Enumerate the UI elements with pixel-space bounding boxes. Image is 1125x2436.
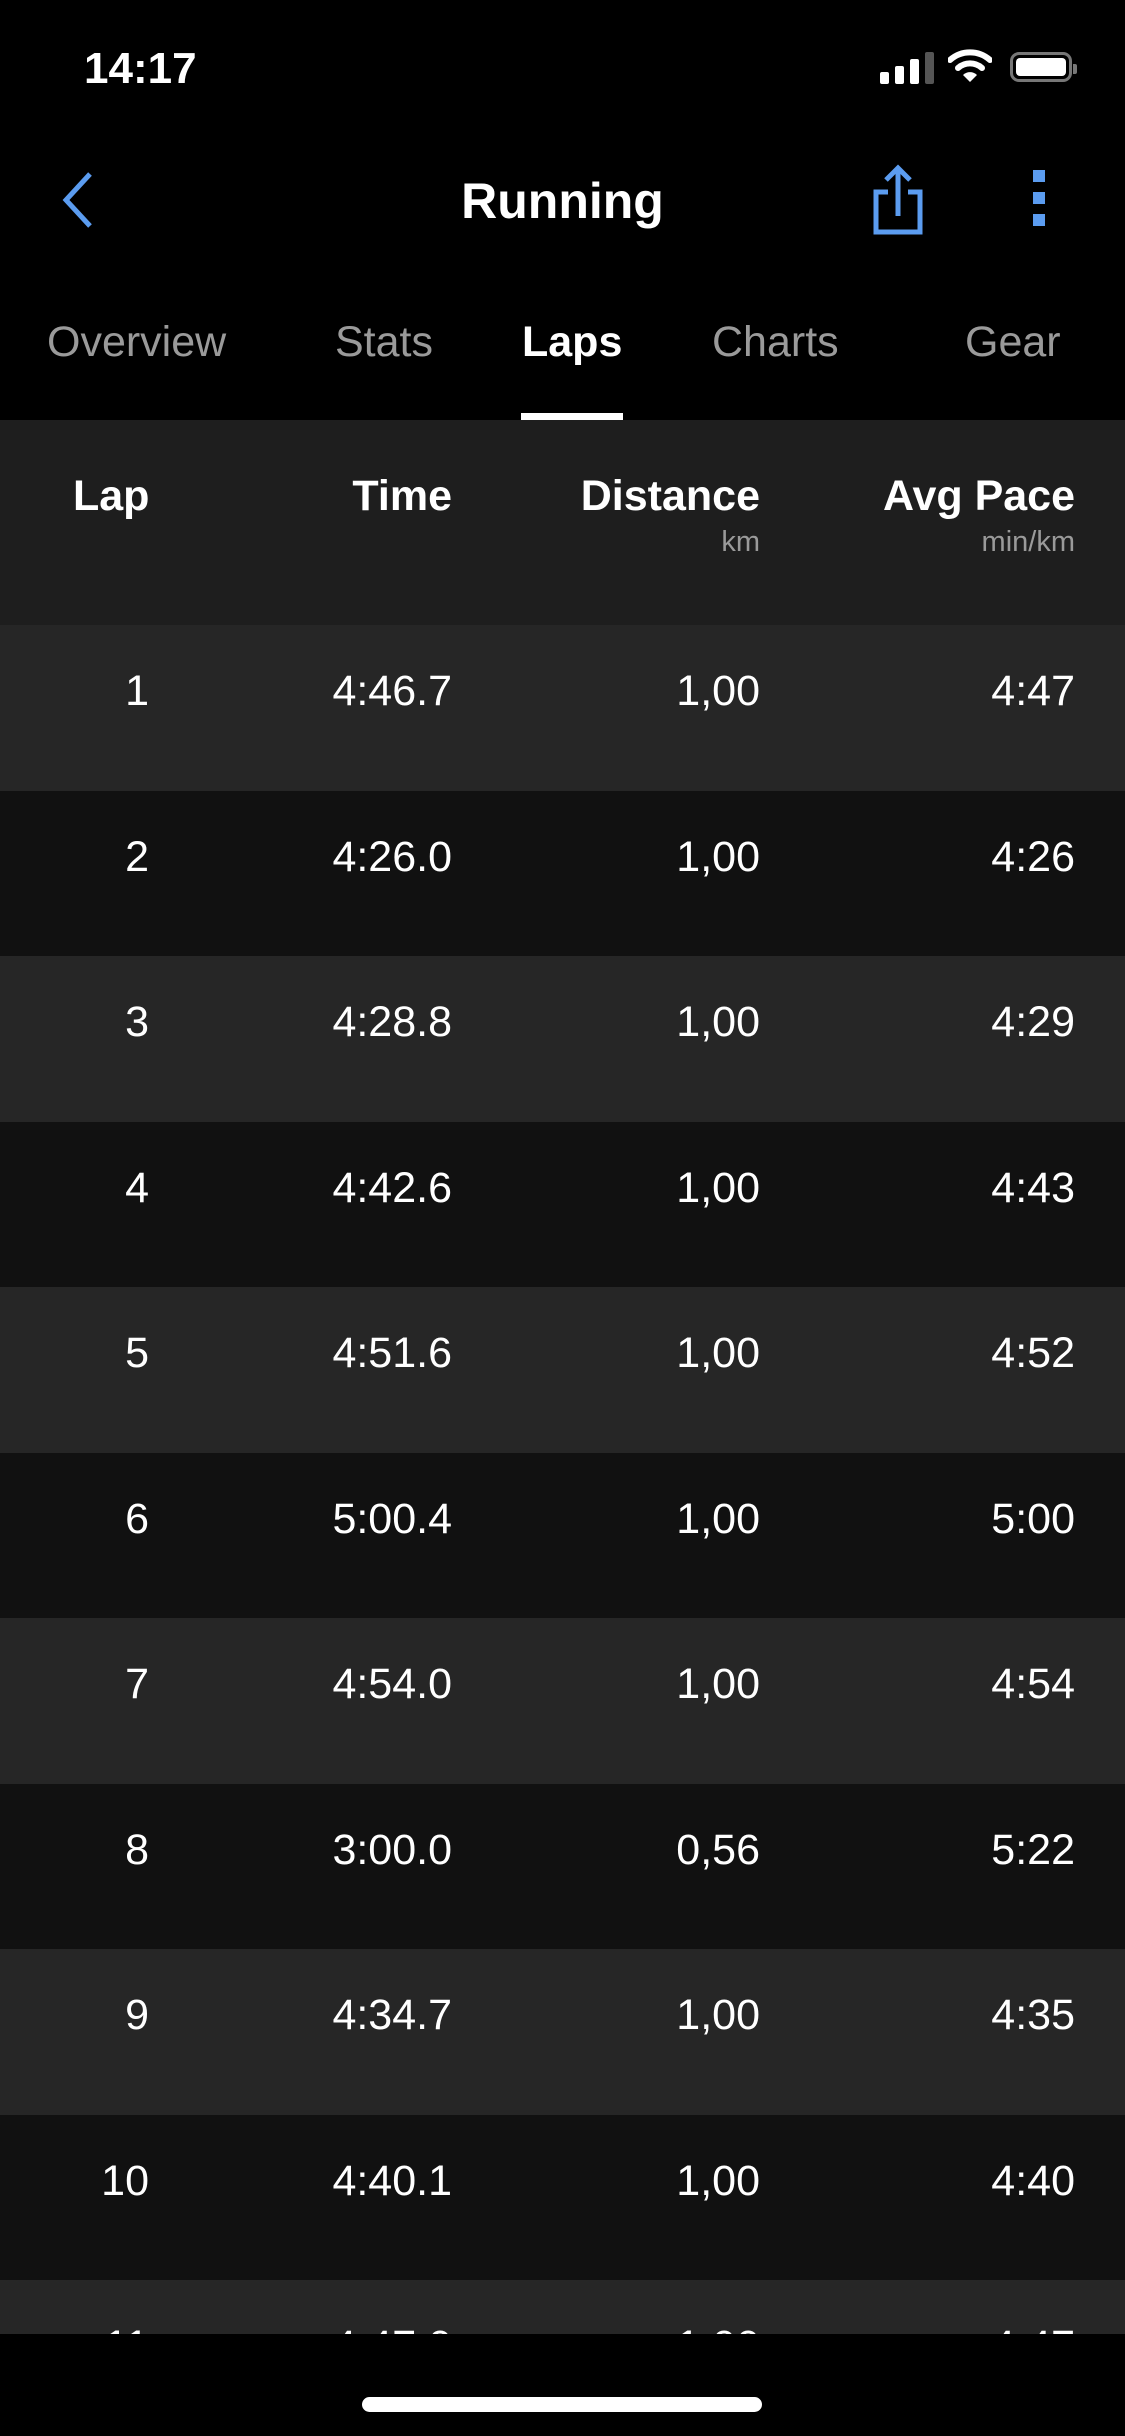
header-avg-pace: Avg Pace [882,472,1075,520]
lap-distance: 1,00 [676,832,760,881]
table-row[interactable]: 3 4:28.8 1,00 4:29 [0,956,1125,1122]
lap-time: 4:47.0 [332,2322,452,2334]
laps-table[interactable]: 1 4:46.7 1,00 4:47 2 4:26.0 1,00 4:26 3 4:28.8 1,0… [0,625,1125,2334]
wifi-icon [948,49,992,82]
table-row[interactable]: 7 4:54.0 1,00 4:54 [0,1618,1125,1784]
table-row[interactable]: 2 4:26.0 1,00 4:26 [0,790,1125,956]
battery-icon [1010,52,1077,82]
status-time: 14:17 [84,44,197,93]
table-row[interactable]: 9 4:34.7 1,00 4:35 [0,1949,1125,2115]
table-row[interactable]: 4 4:42.6 1,00 4:43 [0,1121,1125,1287]
lap-avg-pace: 4:47 [991,2322,1075,2334]
share-icon[interactable] [870,162,926,238]
table-row[interactable]: 8 3:00.0 0,56 5:22 [0,1783,1125,1949]
lap-avg-pace: 4:29 [991,998,1075,1046]
lap-time: 4:46.7 [332,667,452,715]
lap-time: 4:51.6 [332,1329,452,1377]
tab-charts[interactable]: Charts [712,318,839,366]
tab-stats[interactable]: Stats [335,318,433,366]
tab-laps[interactable]: Laps [522,318,623,366]
lap-distance: 1,00 [676,998,760,1046]
header-distance: Distance [580,472,760,520]
lap-distance: 0,56 [676,1825,760,1874]
header-lap: Lap [73,472,150,520]
lap-avg-pace: 4:47 [991,667,1075,715]
lap-time: 4:40.1 [332,2156,452,2205]
lap-time: 4:34.7 [332,1991,452,2039]
lap-number: 10 [101,2156,149,2205]
header-distance-unit: km [721,526,760,558]
lap-number: 1 [125,667,149,715]
header-avg-pace-unit: min/km [981,526,1075,558]
table-row[interactable]: 1 4:46.7 1,00 4:47 [0,625,1125,791]
table-row[interactable]: 6 5:00.4 1,00 5:00 [0,1452,1125,1618]
lap-avg-pace: 4:26 [991,832,1075,881]
lap-number: 9 [125,1991,149,2039]
tab-gear[interactable]: Gear [965,318,1061,366]
lap-distance: 1,00 [676,1494,760,1543]
lap-avg-pace: 5:00 [991,1494,1075,1543]
lap-avg-pace: 4:52 [991,1329,1075,1377]
home-indicator[interactable] [362,2397,762,2412]
lap-number: 11 [104,2322,149,2334]
lap-distance: 1,00 [676,667,760,715]
lap-avg-pace: 4:43 [991,1163,1075,1212]
table-row[interactable]: 10 4:40.1 1,00 4:40 [0,2114,1125,2280]
table-header: Lap Time Distance km Avg Pace min/km [0,420,1125,625]
lap-number: 3 [125,998,149,1046]
tab-overview[interactable]: Overview [47,318,227,366]
lap-number: 8 [125,1825,149,1874]
lap-number: 2 [125,832,149,881]
lap-time: 4:28.8 [332,998,452,1046]
lap-distance: 1,00 [676,1163,760,1212]
lap-time: 4:42.6 [332,1163,452,1212]
tab-bar: Overview Stats Laps Charts Gear [0,300,1125,420]
lap-time: 5:00.4 [332,1494,452,1543]
lap-number: 5 [125,1329,149,1377]
lap-time: 3:00.0 [332,1825,452,1874]
lap-distance: 1,00 [676,1329,760,1377]
lap-number: 4 [125,1163,149,1212]
page-title: Running [461,173,664,229]
lap-avg-pace: 5:22 [991,1825,1075,1874]
table-row[interactable]: 11 4:47.0 1,00 4:47 [0,2280,1125,2334]
nav-bar: Running [0,140,1125,260]
lap-time: 4:54.0 [332,1660,452,1708]
cellular-signal-icon [880,52,934,84]
active-tab-indicator [521,413,623,420]
lap-distance: 1,00 [676,2156,760,2205]
lap-avg-pace: 4:35 [991,1991,1075,2039]
lap-time: 4:26.0 [332,832,452,881]
status-bar: 14:17 [0,0,1125,130]
lap-distance: 1,00 [676,2322,760,2334]
lap-distance: 1,00 [676,1660,760,1708]
lap-avg-pace: 4:40 [991,2156,1075,2205]
lap-number: 7 [125,1660,149,1708]
more-options-icon[interactable] [1032,170,1046,226]
home-area [0,2334,1125,2436]
back-chevron-icon[interactable] [60,170,96,230]
lap-distance: 1,00 [676,1991,760,2039]
lap-avg-pace: 4:54 [991,1660,1075,1708]
header-time: Time [352,472,452,520]
table-row[interactable]: 5 4:51.6 1,00 4:52 [0,1287,1125,1453]
lap-number: 6 [125,1494,149,1543]
